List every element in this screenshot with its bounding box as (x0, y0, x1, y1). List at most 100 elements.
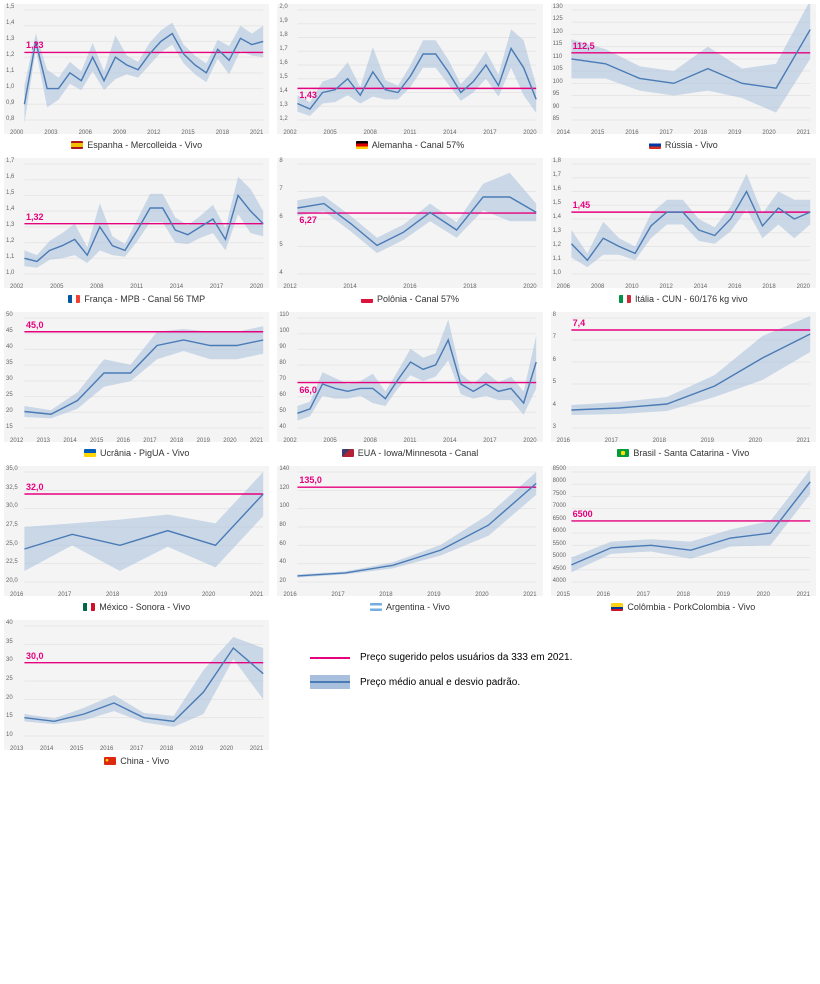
chart-cell-spain: 1,231,51,41,31,21,11,00,90,8200020032006… (4, 4, 269, 150)
caption-text-brazil: Brasil - Santa Catarina - Vivo (633, 448, 749, 458)
chart-ukraine: 45,0504540353025201520122013201420152016… (4, 312, 269, 442)
caption-russia: Rússia - Vivo (649, 140, 718, 150)
y-axis-italy: 1,81,71,61,51,41,31,21,11,0 (553, 158, 561, 276)
flag-icon-russia (649, 141, 661, 149)
caption-text-spain: Espanha - Mercolleida - Vivo (87, 140, 202, 150)
chart-mexico: 32,0 35,032,530,027,525,022,520,0 20162017… (4, 466, 269, 596)
caption-spain: Espanha - Mercolleida - Vivo (71, 140, 202, 150)
legend-band-label: Preço médio anual e desvio padrão. (360, 677, 520, 688)
chart-china: 30,0403530252015102013201420152016201720… (4, 620, 269, 750)
flag-icon-china (104, 757, 116, 765)
caption-text-china: China - Vivo (120, 756, 169, 766)
caption-colombia: Colômbia - PorkColombia - Vivo (611, 602, 755, 612)
flag-icon-argentina (370, 603, 382, 611)
caption-brazil: Brasil - Santa Catarina - Vivo (617, 448, 749, 458)
ref-label-mexico: 32,0 (26, 482, 44, 492)
x-axis-ukraine: 2012201320142015201620172018201920202021 (4, 438, 269, 444)
y-axis-colombia: 8500800075007000650060005500500045004000 (553, 466, 566, 584)
chart-cell-china: 30,0403530252015102013201420152016201720… (4, 620, 269, 766)
ref-label-poland: 6,27 (299, 215, 317, 225)
caption-poland: Polônia - Canal 57% (361, 294, 459, 304)
y-axis-argentina: 14012010080604020 (279, 466, 289, 584)
caption-text-colombia: Colômbia - PorkColombia - Vivo (627, 602, 755, 612)
ref-label-italy: 1,45 (573, 200, 591, 210)
flag-icon-usa (342, 449, 354, 457)
y-axis-france: 1,71,61,51,41,31,21,11,0 (6, 158, 14, 276)
chart-cell-usa: 66,0110100908070605040200220052008201120… (277, 312, 542, 458)
caption-argentina: Argentina - Vivo (370, 602, 450, 612)
chart-spain: 1,231,51,41,31,21,11,00,90,8200020032006… (4, 4, 269, 134)
chart-cell-argentina: 135,0 14012010080604020 201620172018201920… (277, 466, 542, 612)
y-axis-usa: 110100908070605040 (279, 312, 289, 430)
x-axis-spain: 20002003200620092012201520182021 (4, 130, 269, 136)
caption-germany: Alemanha - Canal 57% (356, 140, 465, 150)
caption-text-russia: Rússia - Vivo (665, 140, 718, 150)
y-axis-russia: 130125120115110105100959085 (553, 4, 563, 122)
x-axis-italy: 20062008201020122014201620182020 (551, 284, 816, 290)
x-axis-germany: 2002200520082011201420172020 (277, 130, 542, 136)
chart-france: 1,32 1,71,61,51,41,31,21,11,0 200220052008… (4, 158, 269, 288)
caption-china: China - Vivo (104, 756, 169, 766)
caption-text-italy: Itália - CUN - 60/176 kg vivo (635, 294, 748, 304)
y-axis-ukraine: 5045403530252015 (6, 312, 13, 430)
chart-cell-italy: 1,45 1,81,71,61,51,41,31,21,11,0 200620082… (551, 158, 816, 304)
chart-colombia: 6500 850080007500700065006000550050004500… (551, 466, 816, 596)
caption-mexico: México - Sonora - Vivo (83, 602, 190, 612)
x-axis-france: 2002200520082011201420172020 (4, 284, 269, 290)
flag-icon-ukraine (84, 449, 96, 457)
ref-label-spain: 1,23 (26, 40, 44, 50)
caption-text-mexico: México - Sonora - Vivo (99, 602, 190, 612)
chart-germany: 1,43 2,01,91,81,71,61,51,41,31,2 200220052… (277, 4, 542, 134)
y-axis-brazil: 876543 (553, 312, 556, 430)
legend: Preço sugerido pelos usuários da 333 em … (290, 630, 790, 721)
caption-text-germany: Alemanha - Canal 57% (372, 140, 465, 150)
y-axis-germany: 2,01,91,81,71,61,51,41,31,2 (279, 4, 287, 122)
flag-icon-mexico (83, 603, 95, 611)
y-axis-mexico: 35,032,530,027,525,022,520,0 (6, 466, 18, 584)
caption-text-argentina: Argentina - Vivo (386, 602, 450, 612)
caption-text-usa: EUA - Iowa/Minnesota - Canal (358, 448, 479, 458)
chart-cell-colombia: 6500 850080007500700065006000550050004500… (551, 466, 816, 612)
caption-text-poland: Polônia - Canal 57% (377, 294, 459, 304)
flag-icon-colombia (611, 603, 623, 611)
flag-icon-italy (619, 295, 631, 303)
x-axis-argentina: 201620172018201920202021 (277, 592, 542, 598)
flag-icon-france (68, 295, 80, 303)
caption-italy: Itália - CUN - 60/176 kg vivo (619, 294, 748, 304)
x-axis-poland: 20122014201620182020 (277, 284, 542, 290)
chart-cell-germany: 1,43 2,01,91,81,71,61,51,41,31,2 200220052… (277, 4, 542, 150)
caption-text-france: França - MPB - Canal 56 TMP (84, 294, 205, 304)
chart-russia: 112,5 130125120115110105100959085 20142015… (551, 4, 816, 134)
caption-usa: EUA - Iowa/Minnesota - Canal (342, 448, 479, 458)
ref-label-germany: 1,43 (299, 90, 317, 100)
caption-text-ukraine: Ucrânia - PigUA - Vivo (100, 448, 189, 458)
legend-ref-label: Preço sugerido pelos usuários da 333 em … (360, 652, 572, 663)
legend-band-swatch (310, 675, 350, 689)
flag-icon-germany (356, 141, 368, 149)
chart-argentina: 135,0 14012010080604020 201620172018201920… (277, 466, 542, 596)
x-axis-china: 201320142015201620172018201920202021 (4, 746, 269, 752)
ref-label-russia: 112,5 (573, 41, 595, 51)
y-axis-china: 40353025201510 (6, 620, 13, 738)
caption-ukraine: Ucrânia - PigUA - Vivo (84, 448, 189, 458)
chart-cell-mexico: 32,0 35,032,530,027,525,022,520,0 20162017… (4, 466, 269, 612)
chart-cell-brazil: 7,4 876543 201620172018201920202021 Brasil … (551, 312, 816, 458)
ref-label-argentina: 135,0 (299, 475, 322, 485)
x-axis-mexico: 201620172018201920202021 (4, 592, 269, 598)
x-axis-brazil: 201620172018201920202021 (551, 438, 816, 444)
ref-label-france: 1,32 (26, 212, 44, 222)
chart-usa: 66,0110100908070605040200220052008201120… (277, 312, 542, 442)
ref-label-usa: 66,0 (299, 385, 317, 395)
flag-icon-poland (361, 295, 373, 303)
x-axis-russia: 20142015201620172018201920202021 (551, 130, 816, 136)
y-axis-poland: 87654 (279, 158, 282, 276)
ref-label-brazil: 7,4 (573, 318, 586, 328)
legend-band-row: Preço médio anual e desvio padrão. (310, 675, 770, 689)
chart-cell-france: 1,32 1,71,61,51,41,31,21,11,0 200220052008… (4, 158, 269, 304)
flag-icon-spain (71, 141, 83, 149)
chart-poland: 6,27 87654 20122014201620182020 (277, 158, 542, 288)
chart-brazil: 7,4 876543 201620172018201920202021 (551, 312, 816, 442)
chart-cell-russia: 112,5 130125120115110105100959085 20142015… (551, 4, 816, 150)
x-axis-colombia: 2015201620172018201920202021 (551, 592, 816, 598)
ref-label-colombia: 6500 (573, 509, 593, 519)
